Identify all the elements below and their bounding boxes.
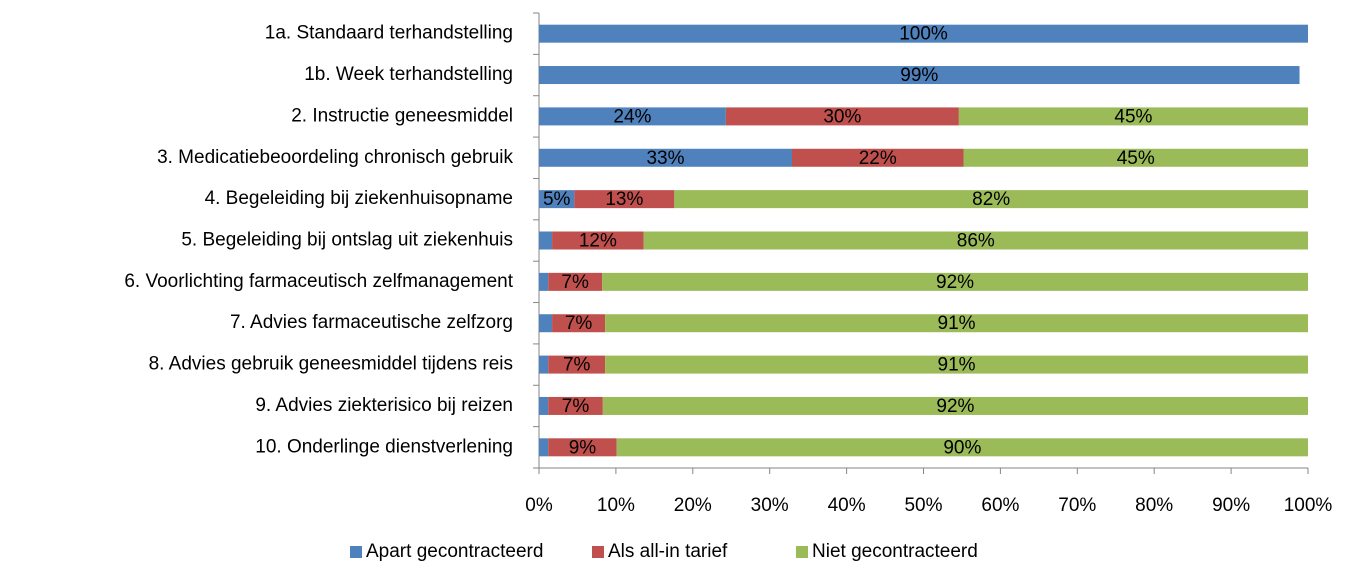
legend-label: Apart gecontracteerd bbox=[366, 541, 543, 562]
data-label: 24% bbox=[613, 106, 651, 127]
x-tick-label: 80% bbox=[1135, 495, 1173, 516]
legend-label: Niet gecontracteerd bbox=[812, 541, 978, 562]
y-tick-label: 6. Voorlichting farmaceutisch zelfmanage… bbox=[124, 271, 513, 292]
y-tick-label: 3. Medicatiebeoordeling chronisch gebrui… bbox=[157, 147, 513, 168]
bar-segment bbox=[725, 107, 959, 126]
data-label: 33% bbox=[646, 148, 684, 169]
data-label: 91% bbox=[938, 313, 976, 334]
bar-segment bbox=[548, 396, 603, 415]
x-tick-label: 100% bbox=[1284, 495, 1333, 516]
data-label: 92% bbox=[936, 396, 974, 417]
bar-segment bbox=[605, 314, 1308, 333]
data-label: 92% bbox=[936, 272, 974, 293]
y-tick-label: 1a. Standaard terhandstelling bbox=[265, 23, 513, 44]
y-tick-label: 10. Onderlinge dienstverlening bbox=[255, 436, 513, 457]
data-label: 13% bbox=[605, 189, 643, 210]
bar-segment bbox=[552, 231, 644, 250]
bar-segment bbox=[605, 355, 1308, 374]
bar-segment bbox=[792, 148, 964, 167]
data-label: 9% bbox=[569, 437, 597, 458]
bar-segment bbox=[539, 438, 549, 457]
x-tick-label: 70% bbox=[1058, 495, 1096, 516]
x-tick-label: 60% bbox=[981, 495, 1019, 516]
bar-segment bbox=[539, 231, 553, 250]
data-label: 7% bbox=[562, 396, 590, 417]
bar-segment bbox=[574, 190, 675, 209]
bar-segment bbox=[539, 24, 1308, 43]
bar-segment bbox=[548, 355, 606, 374]
bar-segment bbox=[539, 148, 793, 167]
data-label: 12% bbox=[579, 231, 617, 252]
bar-segment bbox=[643, 231, 1308, 250]
bar-segment bbox=[539, 66, 1300, 85]
x-tick-label: 0% bbox=[525, 495, 553, 516]
x-tick-label: 20% bbox=[674, 495, 712, 516]
bar-segment bbox=[548, 438, 617, 457]
legend-swatch bbox=[796, 546, 808, 558]
y-tick-label: 9. Advies ziekterisico bij reizen bbox=[255, 395, 513, 416]
legend-label: Als all-in tarief bbox=[608, 541, 728, 562]
data-label: 99% bbox=[900, 65, 938, 86]
bar-segment bbox=[616, 438, 1308, 457]
bar-segment bbox=[539, 355, 549, 374]
data-label: 82% bbox=[972, 189, 1010, 210]
data-label: 5% bbox=[543, 189, 571, 210]
data-label: 7% bbox=[561, 272, 589, 293]
bar-segment bbox=[548, 272, 603, 291]
x-tick-label: 30% bbox=[751, 495, 789, 516]
bar-segment bbox=[958, 107, 1308, 126]
bar-segment bbox=[539, 272, 549, 291]
x-tick-label: 40% bbox=[828, 495, 866, 516]
data-label: 30% bbox=[823, 106, 861, 127]
bar-segment bbox=[602, 396, 1308, 415]
data-label: 90% bbox=[943, 437, 981, 458]
bar-segment bbox=[539, 314, 553, 333]
data-label: 7% bbox=[565, 313, 593, 334]
y-tick-label: 4. Begeleiding bij ziekenhuisopname bbox=[205, 188, 513, 209]
y-tick-label: 2. Instructie geneesmiddel bbox=[291, 105, 513, 126]
y-tick-label: 7. Advies farmaceutische zelfzorg bbox=[230, 312, 513, 333]
bar-segment bbox=[552, 314, 606, 333]
data-label: 86% bbox=[957, 231, 995, 252]
data-label: 100% bbox=[899, 24, 948, 45]
bar-segment bbox=[674, 190, 1308, 209]
bar-segment bbox=[963, 148, 1308, 167]
x-tick-label: 10% bbox=[597, 495, 635, 516]
bar-segment bbox=[539, 396, 549, 415]
bar-segment bbox=[539, 190, 575, 209]
x-tick-label: 90% bbox=[1212, 495, 1250, 516]
bar-segment bbox=[602, 272, 1308, 291]
data-label: 22% bbox=[859, 148, 897, 169]
data-label: 7% bbox=[563, 355, 591, 376]
bar-segment bbox=[539, 107, 726, 126]
y-tick-label: 8. Advies gebruik geneesmiddel tijdens r… bbox=[149, 354, 513, 375]
data-label: 45% bbox=[1114, 106, 1152, 127]
data-label: 91% bbox=[938, 355, 976, 376]
x-tick-label: 50% bbox=[904, 495, 942, 516]
legend-swatch bbox=[592, 546, 604, 558]
legend-swatch bbox=[350, 546, 362, 558]
data-label: 45% bbox=[1117, 148, 1155, 169]
y-tick-label: 1b. Week terhandstelling bbox=[304, 64, 513, 85]
y-tick-label: 5. Begeleiding bij ontslag uit ziekenhui… bbox=[181, 230, 513, 251]
